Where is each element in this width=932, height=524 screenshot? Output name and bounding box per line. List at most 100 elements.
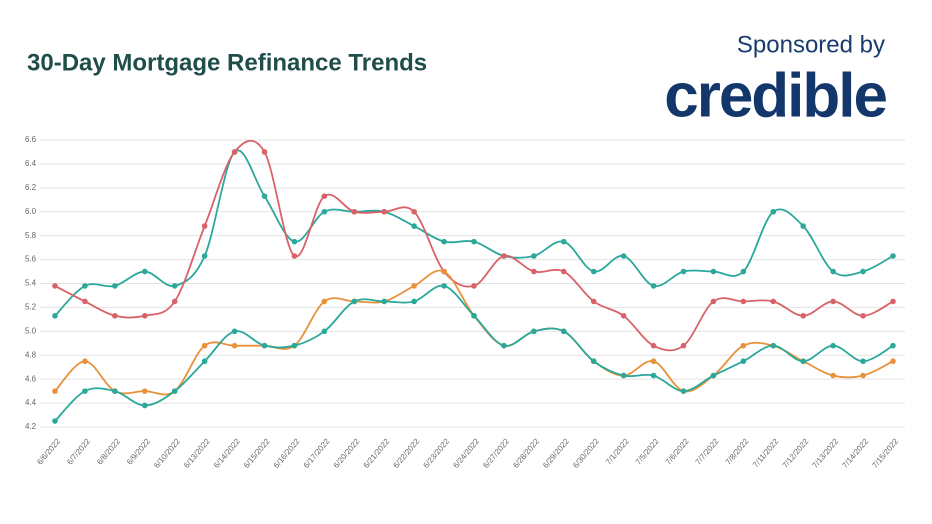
sponsor-logo: credible: [664, 61, 886, 130]
line: [54, 139, 894, 352]
sponsor-label: Sponsored by: [737, 31, 885, 58]
point: [560, 268, 567, 275]
point: [860, 372, 866, 379]
x-tick-label: 6/7/2022: [65, 436, 92, 466]
point: [321, 328, 328, 335]
x-tick-label: 7/12/2022: [781, 436, 811, 469]
x-tick-label: 6/13/2022: [182, 436, 212, 469]
point: [830, 342, 836, 349]
point: [52, 388, 58, 394]
point: [710, 298, 717, 305]
point: [201, 358, 208, 365]
point: [620, 372, 627, 379]
point: [800, 223, 807, 229]
x-tick-label: 6/6/2022: [35, 436, 62, 466]
x-tick-label: 6/23/2022: [421, 436, 451, 469]
point: [560, 238, 567, 245]
point: [261, 149, 268, 155]
point: [830, 372, 836, 379]
point: [201, 342, 208, 349]
point: [650, 358, 657, 365]
x-tick-label: 6/16/2022: [272, 436, 302, 469]
point: [411, 298, 417, 305]
y-tick-label: 5.6: [25, 255, 37, 264]
point: [261, 193, 268, 200]
x-tick-label: 7/5/2022: [634, 436, 661, 466]
x-tick-label: 7/7/2022: [694, 436, 721, 466]
point: [650, 372, 657, 379]
point: [141, 312, 148, 319]
point: [560, 328, 567, 335]
point: [351, 208, 358, 215]
point: [501, 342, 507, 349]
point: [740, 342, 747, 349]
x-tick-label: 6/24/2022: [451, 436, 481, 469]
point: [141, 402, 148, 409]
x-tick-label: 7/14/2022: [840, 436, 870, 469]
point: [770, 298, 777, 305]
point: [321, 193, 328, 200]
point: [650, 342, 657, 349]
point: [112, 283, 118, 289]
y-tick-label: 5.0: [25, 326, 37, 335]
y-tick-label: 5.4: [25, 279, 37, 288]
point: [411, 208, 417, 215]
point: [710, 268, 717, 275]
point: [261, 342, 268, 349]
y-tick-label: 5.8: [25, 231, 37, 240]
point: [321, 208, 328, 215]
point: [231, 149, 238, 155]
y-tick-label: 6.4: [25, 159, 37, 168]
x-tick-label: 7/6/2022: [664, 436, 691, 466]
point: [590, 358, 597, 365]
point: [351, 298, 358, 305]
point: [710, 372, 717, 379]
point: [141, 388, 148, 394]
point: [52, 418, 58, 424]
point: [620, 312, 627, 319]
point: [830, 268, 836, 275]
x-tick-label: 6/14/2022: [212, 436, 242, 469]
point: [141, 268, 148, 275]
y-tick-label: 4.2: [25, 422, 37, 431]
x-tick-label: 6/21/2022: [362, 436, 392, 469]
point: [231, 328, 238, 335]
x-tick-label: 6/10/2022: [152, 436, 182, 469]
point: [52, 312, 58, 319]
x-tick-label: 6/17/2022: [302, 436, 332, 469]
chart-title: 30-Day Mortgage Refinance Trends: [27, 49, 427, 76]
point: [860, 358, 866, 365]
point: [82, 283, 88, 289]
point: [381, 208, 388, 215]
point: [890, 253, 896, 259]
point: [890, 358, 896, 365]
point: [740, 268, 747, 275]
x-tick-label: 6/28/2022: [511, 436, 541, 469]
x-tick-label: 7/1/2022: [604, 436, 631, 466]
point: [411, 223, 417, 229]
point: [291, 342, 298, 349]
point: [860, 268, 866, 275]
point: [650, 283, 657, 289]
point: [112, 388, 118, 394]
point: [800, 358, 807, 365]
point: [52, 283, 58, 289]
y-tick-label: 4.6: [25, 374, 37, 383]
y-tick-label: 4.4: [25, 398, 37, 407]
point: [411, 283, 417, 289]
point: [680, 388, 687, 394]
point: [740, 358, 747, 365]
x-tick-label: 6/9/2022: [125, 436, 152, 466]
point: [171, 388, 178, 394]
point: [770, 342, 777, 349]
point: [82, 298, 88, 305]
point: [680, 268, 687, 275]
point: [860, 312, 866, 319]
x-tick-label: 6/29/2022: [541, 436, 571, 469]
point: [441, 238, 447, 245]
point: [680, 342, 687, 349]
y-tick-label: 6.0: [25, 207, 37, 216]
point: [471, 283, 477, 289]
x-tick-label: 6/30/2022: [571, 436, 601, 469]
